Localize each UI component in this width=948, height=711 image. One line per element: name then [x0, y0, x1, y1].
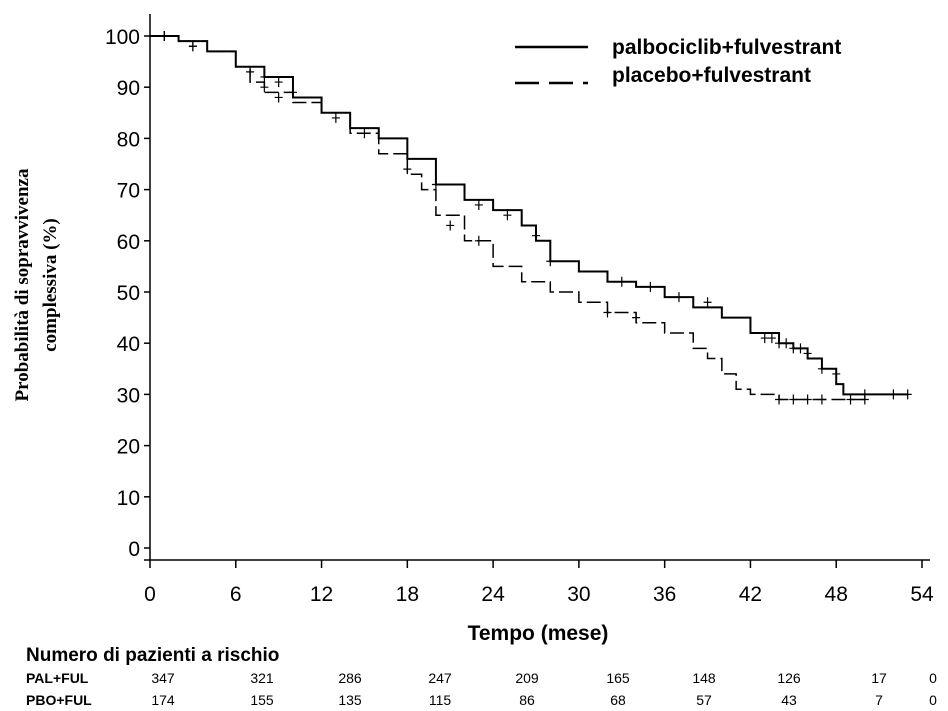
censor-mark [803, 348, 812, 359]
censor-mark [431, 179, 440, 190]
legend-label-palbociclib: palbociclib+fulvestrant [612, 36, 841, 59]
censor-mark [703, 297, 712, 308]
x-tick-label: 6 [230, 583, 242, 606]
risk-value: 321 [250, 670, 274, 686]
y-tick-label: 50 [117, 282, 140, 305]
censor-mark [632, 312, 641, 323]
x-tick-label: 18 [396, 583, 419, 606]
censor-mark [260, 82, 269, 93]
risk-value: 148 [692, 670, 716, 686]
risk-value: 135 [338, 692, 362, 708]
legend: palbociclib+fulvestrant placebo+fulvestr… [515, 36, 841, 87]
censor-mark [796, 343, 805, 354]
x-tick-label: 30 [567, 583, 590, 606]
censor-mark [846, 394, 855, 405]
censor-mark [782, 338, 791, 349]
x-tick-label: 48 [825, 583, 848, 606]
risk-value: 68 [610, 692, 626, 708]
censor-mark [832, 368, 841, 379]
censor-mark [817, 363, 826, 374]
y-tick-label: 20 [117, 436, 140, 459]
censor-mark [360, 128, 369, 139]
censor-mark [803, 394, 812, 405]
survival-curves [150, 35, 908, 401]
risk-value: 347 [151, 670, 175, 686]
risk-value: 7 [875, 692, 883, 708]
y-tick-label: 0 [128, 538, 140, 561]
censor-mark [775, 338, 784, 349]
x-tick-label: 0 [144, 583, 156, 606]
censor-mark [603, 307, 612, 318]
censor-mark [160, 31, 169, 41]
y-tick-label: 30 [117, 384, 140, 407]
risk-value: 43 [781, 692, 797, 708]
risk-row-label-pal: PAL+FUL [26, 670, 89, 686]
risk-value: 126 [777, 670, 801, 686]
censor-mark [474, 235, 483, 246]
series-line-palbociclib [150, 35, 908, 396]
x-tick-label: 12 [310, 583, 333, 606]
y-tick-label: 10 [117, 487, 140, 510]
censor-mark [789, 343, 798, 354]
y-tick-label: 90 [117, 77, 140, 100]
x-axis-label: Tempo (mese) [468, 622, 609, 645]
risk-value: 165 [606, 670, 630, 686]
x-tick-label: 36 [653, 583, 676, 606]
risk-row-label-pbo: PBO+FUL [26, 692, 92, 708]
censor-mark [775, 394, 784, 405]
censor-mark [767, 333, 776, 344]
y-tick-label: 60 [117, 231, 140, 254]
censor-mark [617, 276, 626, 287]
risk-value: 115 [429, 692, 452, 708]
x-tick-label: 54 [910, 583, 934, 606]
censor-mark [331, 112, 340, 123]
censor-mark [646, 281, 655, 292]
y-axis-label-line1: Probabilità di sopravvivenza [12, 168, 33, 401]
risk-value: 155 [250, 692, 274, 708]
censor-mark [817, 394, 826, 405]
censor-mark [188, 41, 197, 52]
x-axis-ticks: 0 6 12 18 24 30 36 42 48 54 [144, 560, 934, 606]
censor-mark [288, 87, 297, 98]
x-tick-label: 42 [739, 583, 762, 606]
censor-mark [274, 77, 283, 88]
risk-value: 174 [151, 692, 175, 708]
censor-mark [260, 71, 269, 82]
censor-mark [274, 92, 283, 103]
risk-value: 0 [929, 692, 937, 708]
censor-mark [532, 230, 540, 241]
x-tick-label: 24 [481, 583, 505, 606]
y-tick-label: 100 [105, 26, 140, 49]
risk-table-values: 347 321 286 247 209 165 148 126 17 0 174 155 135 115 8… [151, 670, 937, 708]
censor-mark [503, 210, 512, 221]
censor-mark [546, 256, 555, 267]
censor-mark [246, 66, 255, 77]
censor-mark [903, 389, 912, 400]
legend-label-placebo: placebo+fulvestrant [612, 64, 811, 87]
risk-value: 0 [929, 670, 937, 686]
risk-value: 86 [519, 692, 535, 708]
censor-mark [474, 199, 483, 210]
censor-mark [860, 394, 869, 405]
risk-value: 209 [515, 670, 539, 686]
y-tick-label: 40 [117, 333, 140, 356]
risk-table-title: Numero di pazienti a rischio [26, 645, 279, 666]
censor-mark [889, 389, 898, 400]
censor-mark [403, 164, 412, 175]
risk-value: 57 [696, 692, 712, 708]
risk-value: 286 [338, 670, 362, 686]
y-axis-label-line2: complessiva (%) [40, 218, 61, 352]
censor-mark [760, 333, 769, 344]
censor-mark [674, 292, 683, 303]
y-axis-ticks: 0 10 20 30 40 50 60 70 80 90 100 [105, 26, 150, 561]
plot-axes [144, 14, 930, 561]
risk-value: 247 [428, 670, 452, 686]
y-tick-label: 80 [117, 128, 140, 151]
censor-mark [446, 220, 455, 231]
risk-value: 17 [871, 670, 887, 686]
censor-marks [160, 31, 912, 405]
y-tick-label: 70 [117, 180, 140, 203]
censor-mark [789, 394, 798, 405]
